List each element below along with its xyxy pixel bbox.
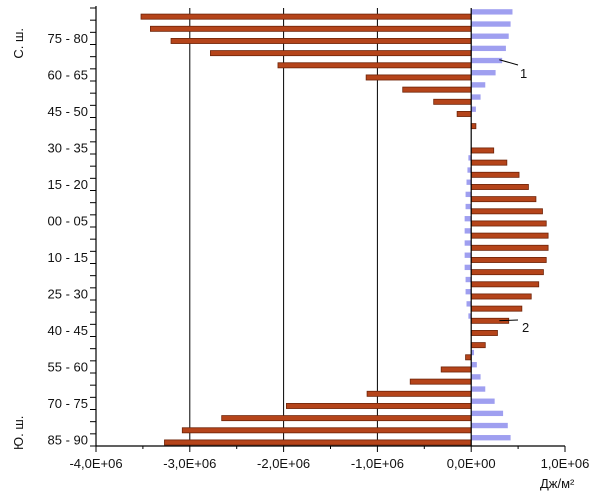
bar-series-1-4 (471, 57, 503, 64)
bar-series-1-29 (471, 362, 477, 368)
bar-series-1-15 (465, 191, 472, 198)
bar-series-2-29 (440, 366, 472, 373)
bar-series-2-23 (470, 293, 532, 300)
bar-series-1-20 (464, 252, 472, 258)
bar-series-1-1 (471, 21, 511, 27)
bar-series-1-24 (466, 301, 472, 307)
y-tick-label: 40 - 45 (48, 323, 88, 338)
annotation-leader-1 (499, 59, 519, 66)
bar-series-2-34 (181, 427, 472, 434)
bar-series-2-12 (470, 159, 508, 166)
y-tick-label: 45 - 50 (48, 104, 88, 119)
x-tick-label: -4,0E+06 (69, 456, 122, 471)
bar-series-2-0 (140, 13, 472, 20)
bar-series-2-2 (170, 38, 472, 44)
y-tick-label: 10 - 15 (48, 250, 88, 265)
y-tick-label: 60 - 65 (48, 67, 88, 82)
bar-series-1-28 (471, 349, 475, 356)
bar-series-2-15 (470, 196, 537, 203)
y-axis-ticks: 75 - 80 60 - 65 45 - 50 30 - 35 15 - 20 00 - … (48, 7, 96, 447)
bar-series-1-6 (471, 82, 486, 88)
bar-series-1-25 (468, 313, 472, 319)
bar-series-2-5 (365, 74, 472, 81)
bar-series-2-24 (470, 305, 523, 312)
y-tick-label: 85 - 90 (48, 432, 88, 447)
annotation-1: 1 (520, 66, 527, 81)
y-tick-label: 30 - 35 (48, 140, 88, 155)
bar-series-2-35 (164, 439, 472, 446)
annotations: 12 (499, 59, 529, 335)
bar-series-2-6 (402, 86, 472, 93)
bar-series-2-8 (456, 111, 472, 117)
bar-series-1-0 (471, 9, 513, 15)
bar-series-2-20 (470, 257, 547, 263)
x-tick-label: -3,0E+06 (163, 456, 216, 471)
bar-series-1-2 (471, 33, 509, 39)
bar-series-2-17 (470, 220, 547, 227)
y-tick-label: 00 - 05 (48, 213, 88, 228)
y-tick-label: 25 - 30 (48, 286, 88, 301)
bar-series-2-4 (277, 62, 472, 69)
x-tick-label: -2,0E+06 (257, 456, 310, 471)
grid-lines (189, 8, 378, 446)
bar-series-2-13 (470, 171, 520, 178)
x-axis-ticks: -4,0E+06 -3,0E+06 -2,0E+06 -1,0E+06 0,0E+00 1… (69, 446, 589, 471)
series-1-bars (464, 9, 513, 441)
bar-series-1-3 (471, 45, 506, 52)
annotation-2: 2 (522, 320, 529, 335)
bar-series-1-13 (467, 167, 472, 173)
hemisphere-label-north: С. ш. (11, 28, 26, 59)
annotation-leader-2 (499, 319, 519, 322)
bar-series-2-31 (366, 390, 472, 397)
bar-series-1-19 (464, 240, 472, 246)
bar-series-1-23 (465, 289, 472, 295)
bar-series-1-34 (471, 422, 508, 429)
bar-series-2-7 (433, 98, 472, 105)
bar-series-2-9 (470, 123, 477, 130)
y-tick-label: 55 - 60 (48, 359, 88, 374)
bar-series-1-33 (471, 410, 504, 417)
bar-series-1-22 (465, 276, 472, 283)
series-2-bars (140, 13, 549, 446)
x-tick-label: 1,0E+06 (541, 456, 590, 471)
y-tick-label: 75 - 80 (48, 31, 88, 46)
bar-series-1-32 (471, 398, 495, 404)
bar-series-1-30 (471, 374, 481, 380)
bar-series-2-30 (409, 378, 472, 385)
bar-series-1-21 (464, 264, 472, 271)
bar-series-2-1 (150, 25, 472, 32)
bar-series-2-18 (470, 232, 549, 239)
bar-series-2-28 (465, 354, 472, 361)
bar-series-1-14 (466, 179, 472, 185)
y-tick-label: 15 - 20 (48, 177, 88, 192)
x-axis-label: Дж/м² (540, 476, 575, 491)
bar-series-1-16 (465, 203, 472, 210)
bar-series-2-14 (470, 184, 529, 190)
bar-series-1-12 (468, 155, 472, 161)
bar-series-2-27 (470, 342, 486, 349)
bar-series-2-22 (470, 281, 540, 288)
bar-series-2-19 (470, 244, 549, 251)
bar-series-1-18 (464, 228, 472, 234)
x-tick-label: -1,0E+06 (351, 456, 404, 471)
bar-series-2-32 (286, 403, 472, 409)
x-tick-label: 0,0E+00 (447, 456, 496, 471)
bar-series-1-17 (464, 216, 472, 222)
bar-series-1-35 (471, 435, 511, 441)
bar-series-2-33 (221, 415, 472, 422)
bar-series-1-7 (471, 94, 481, 100)
bar-series-1-8 (471, 106, 476, 112)
y-tick-label: 70 - 75 (48, 396, 88, 411)
hemisphere-label-south: Ю. ш. (11, 416, 26, 450)
bar-series-2-3 (210, 50, 472, 57)
bar-series-2-21 (470, 269, 544, 276)
bar-series-2-16 (470, 208, 543, 215)
bar-series-2-26 (470, 330, 498, 336)
bar-series-1-31 (471, 386, 486, 392)
bar-series-1-5 (471, 70, 496, 76)
bar-series-2-11 (470, 147, 495, 154)
